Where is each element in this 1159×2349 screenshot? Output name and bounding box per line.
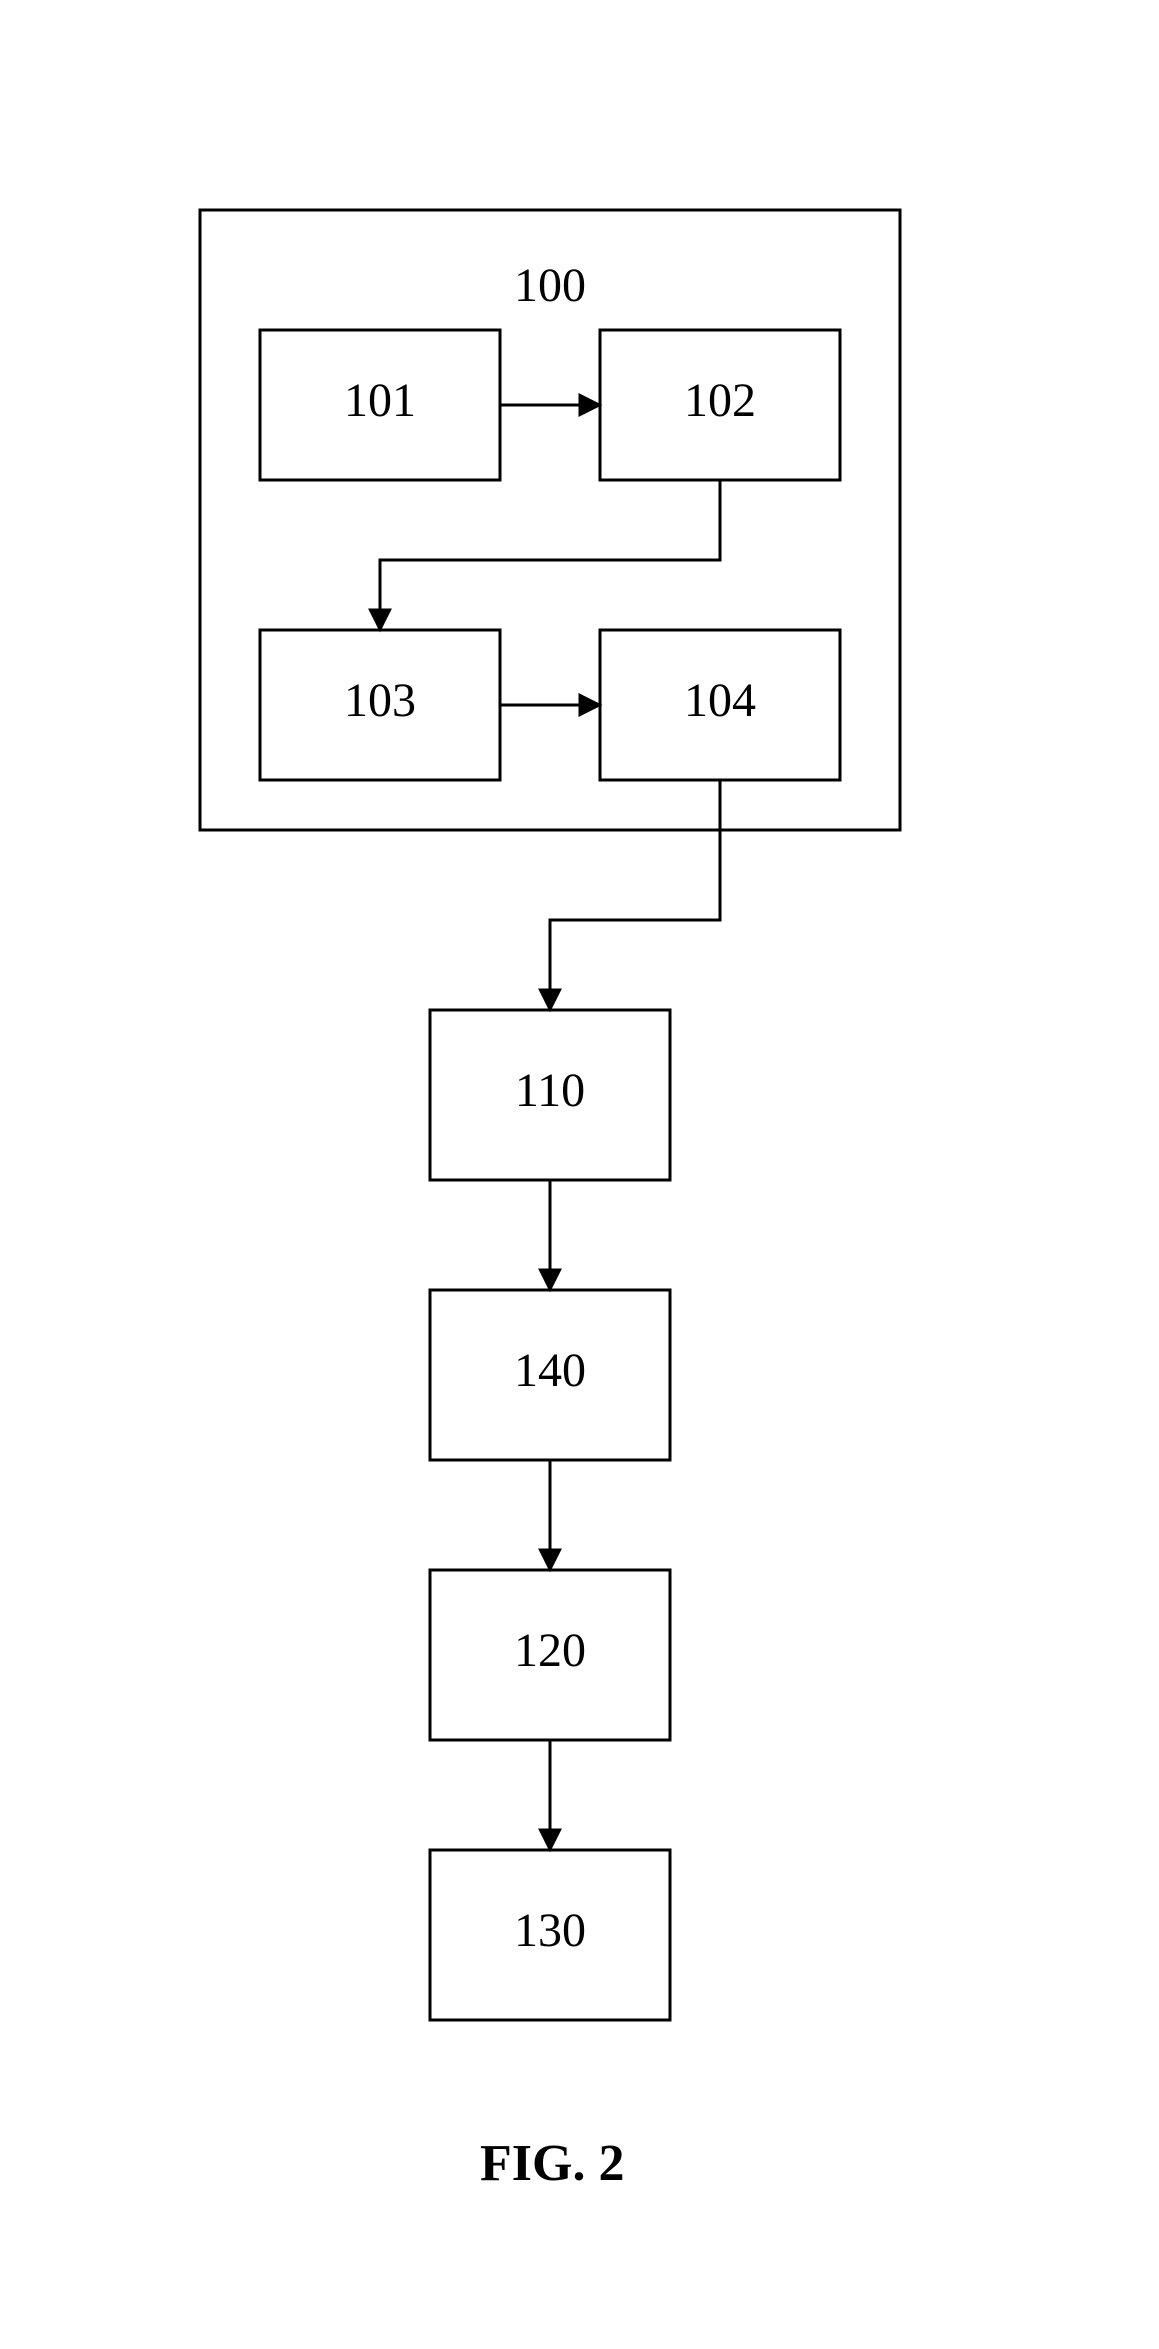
node-n120: 120	[430, 1570, 670, 1740]
node-n130: 130	[430, 1850, 670, 2020]
node-label-n140: 140	[514, 1344, 586, 1397]
node-n104: 104	[600, 630, 840, 780]
node-n102: 102	[600, 330, 840, 480]
node-label-n130: 130	[514, 1904, 586, 1957]
node-n110: 110	[430, 1010, 670, 1180]
node-label-n104: 104	[684, 674, 756, 727]
node-label-n110: 110	[515, 1064, 585, 1117]
flowchart-diagram: 100 101 102 103 104 110 140 120 130 FIG. 2	[0, 0, 1159, 2349]
node-label-n103: 103	[344, 674, 416, 727]
node-label-n102: 102	[684, 374, 756, 427]
node-label-n120: 120	[514, 1624, 586, 1677]
node-n140: 140	[430, 1290, 670, 1460]
node-label-outer100: 100	[514, 259, 586, 312]
node-label-n101: 101	[344, 374, 416, 427]
node-n101: 101	[260, 330, 500, 480]
figure-caption: FIG. 2	[480, 2135, 624, 2192]
node-n103: 103	[260, 630, 500, 780]
